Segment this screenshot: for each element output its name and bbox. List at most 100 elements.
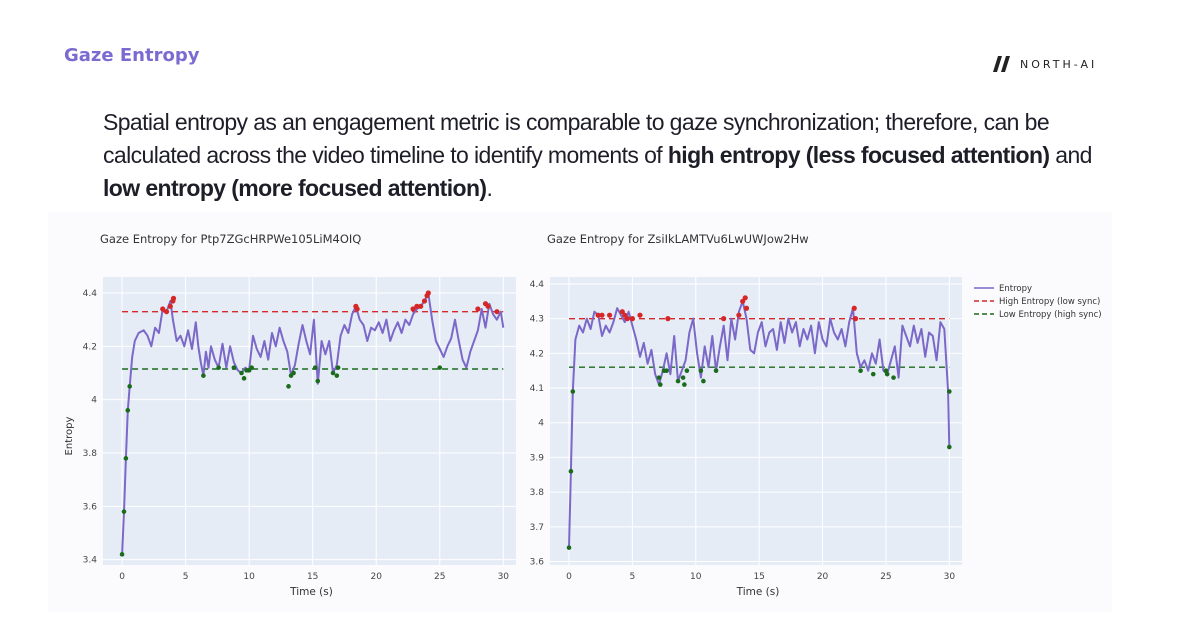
low-entropy-marker: [947, 389, 952, 394]
x-tick-label: 5: [630, 572, 636, 582]
high-entropy-marker: [637, 312, 643, 318]
high-entropy-marker: [485, 303, 491, 309]
high-entropy-marker: [852, 316, 859, 322]
y-tick-label: 3.8: [83, 449, 98, 459]
body-text-high-entropy: high entropy (less focused attention): [667, 142, 1050, 168]
x-tick-label: 30: [498, 572, 510, 582]
slide-title: Gaze Entropy: [64, 45, 200, 66]
low-entropy-marker: [656, 375, 662, 380]
x-tick-label: 15: [307, 572, 318, 582]
y-tick-label: 3.4: [83, 556, 98, 566]
low-entropy-marker: [291, 370, 296, 376]
low-entropy-marker: [870, 371, 876, 377]
legend-label-high: High Entropy (low sync): [999, 297, 1100, 307]
low-entropy-marker: [883, 368, 889, 373]
x-tick-label: 30: [944, 572, 956, 582]
y-tick-label: 4: [91, 396, 97, 406]
low-entropy-marker: [216, 365, 221, 370]
low-entropy-marker: [334, 373, 340, 378]
low-entropy-marker: [891, 375, 896, 380]
y-tick-label: 4.2: [83, 342, 97, 352]
high-entropy-marker: [721, 316, 727, 322]
low-entropy-marker: [437, 365, 443, 370]
low-entropy-marker: [701, 378, 706, 384]
low-entropy-marker: [884, 371, 890, 377]
low-entropy-marker: [315, 378, 321, 384]
low-entropy-marker: [123, 456, 129, 461]
legend-label-low: Low Entropy (high sync): [999, 310, 1102, 320]
high-entropy-marker: [354, 306, 360, 312]
body-paragraph: Spatial entropy as an engagement metric …: [103, 106, 1113, 205]
low-entropy-marker: [239, 370, 244, 376]
y-tick-label: 4.4: [530, 280, 545, 290]
high-entropy-marker: [424, 293, 430, 299]
low-entropy-marker: [121, 509, 127, 514]
high-entropy-marker: [606, 312, 613, 318]
high-entropy-marker: [851, 305, 857, 311]
body-text-part2: and: [1049, 142, 1092, 168]
body-text-part3: .: [486, 175, 493, 201]
north-ai-logo: NORTH-AI: [992, 55, 1097, 73]
chart-panel: 3.4 3.6 3.8 4 4.2 4.4 0 5 10 15 20 25 30 Gaze Entropy…: [48, 212, 1112, 612]
low-entropy-marker: [125, 408, 131, 413]
high-entropy-marker: [160, 306, 166, 312]
high-entropy-marker: [742, 295, 748, 301]
low-entropy-marker: [330, 370, 336, 376]
low-entropy-marker: [657, 382, 663, 387]
high-entropy-marker: [410, 306, 416, 312]
low-entropy-marker: [312, 365, 318, 370]
y-tick-label: 4.3: [530, 315, 544, 325]
high-entropy-marker: [629, 316, 636, 322]
chart-svg: 3.4 3.6 3.8 4 4.2 4.4 0 5 10 15 20 25 30 Gaze Entropy…: [64, 232, 1102, 598]
low-entropy-marker: [566, 545, 572, 550]
x-axis-label: Time (s): [736, 586, 780, 598]
low-entropy-marker: [680, 375, 686, 380]
x-tick-label: 10: [243, 572, 255, 582]
x-tick-label: 0: [566, 572, 572, 582]
chart-title: Gaze Entropy for ZsiIkLAMTVu6LwUWJow2Hw: [547, 232, 809, 246]
x-tick-label: 20: [817, 572, 829, 582]
x-tick-label: 15: [753, 572, 764, 582]
x-axis-label: Time (s): [289, 586, 333, 598]
plot-area: [103, 277, 516, 565]
high-entropy-marker: [595, 312, 601, 318]
low-entropy-marker: [231, 365, 237, 370]
x-tick-label: 25: [880, 572, 891, 582]
logo-text: NORTH-AI: [1020, 57, 1098, 71]
low-entropy-marker: [335, 365, 341, 370]
entropy-line: [121, 292, 505, 555]
x-tick-label: 25: [434, 572, 445, 582]
body-text-low-entropy: low entropy (more focused attention): [103, 175, 487, 201]
high-entropy-marker: [475, 306, 481, 312]
low-entropy-marker: [249, 365, 254, 370]
high-entropy-marker: [665, 316, 671, 322]
low-entropy-marker: [568, 469, 574, 474]
plot-area: [550, 277, 962, 565]
x-tick-label: 0: [119, 572, 125, 582]
low-entropy-marker: [664, 368, 669, 373]
low-entropy-marker: [570, 389, 576, 394]
y-tick-label: 4.4: [83, 289, 98, 299]
low-entropy-marker: [858, 368, 863, 373]
north-ai-logo-icon: [993, 56, 1010, 72]
x-tick-label: 10: [690, 572, 702, 582]
y-tick-label: 4.1: [530, 384, 544, 394]
high-entropy-marker: [163, 309, 170, 315]
low-entropy-marker: [201, 373, 206, 378]
low-entropy-marker: [684, 368, 690, 373]
y-tick-label: 3.9: [530, 453, 545, 463]
legend: Entropy High Entropy (low sync) Low Entrop…: [974, 284, 1102, 320]
high-entropy-marker: [167, 303, 173, 309]
high-entropy-marker: [494, 309, 500, 315]
high-entropy-marker: [743, 305, 750, 311]
high-entropy-marker: [421, 298, 428, 304]
low-entropy-marker: [241, 376, 247, 381]
low-entropy-marker: [713, 368, 719, 373]
legend-label-entropy: Entropy: [999, 284, 1032, 294]
y-axis-label: Entropy: [64, 416, 75, 455]
chart-title: Gaze Entropy for Ptp7ZGcHRPWe105LiM4OIQ: [100, 232, 361, 246]
chart-1: 3.4 3.6 3.8 4 4.2 4.4 0 5 10 15 20 25 30 Gaze Entropy…: [64, 232, 516, 598]
low-entropy-marker: [286, 384, 291, 389]
high-entropy-marker: [414, 303, 420, 309]
low-entropy-marker: [947, 444, 952, 450]
